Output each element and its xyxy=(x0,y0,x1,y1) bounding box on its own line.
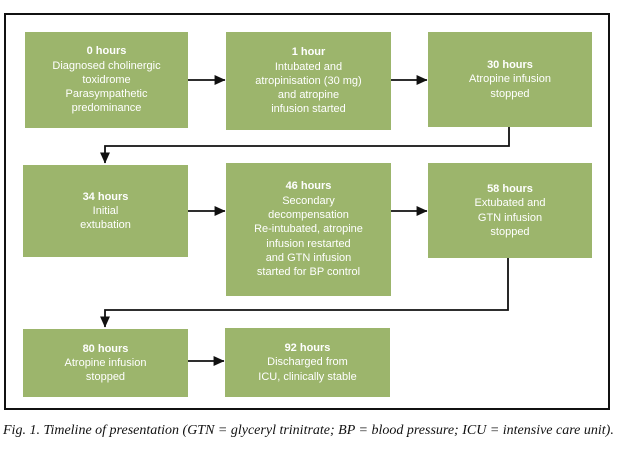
timeline-node-1-hour: 1 hour Intubated and atropinisation (30 … xyxy=(226,32,391,130)
node-time: 58 hours xyxy=(487,182,533,195)
timeline-node-46-hours: 46 hours Secondary decompensation Re-int… xyxy=(226,163,391,296)
node-description: Extubated and GTN infusion stopped xyxy=(474,197,546,238)
node-description: Initial extubation xyxy=(80,204,131,232)
timeline-node-0-hours: 0 hours Diagnosed cholinergic toxidrome … xyxy=(25,32,188,128)
node-time: 46 hours xyxy=(285,180,332,193)
node-time: 30 hours xyxy=(487,59,533,72)
node-description: Intubated and atropinisation (30 mg) and… xyxy=(255,60,362,116)
timeline-node-34-hours: 34 hours Initial extubation xyxy=(23,165,188,257)
node-description: Atropine infusion stopped xyxy=(64,356,147,384)
node-time: 80 hours xyxy=(82,342,129,355)
figure-caption: Fig. 1. Timeline of presentation (GTN = … xyxy=(3,423,614,438)
node-description: Secondary decompensation Re-intubated, a… xyxy=(254,194,363,279)
timeline-node-58-hours: 58 hours Extubated and GTN infusion stop… xyxy=(428,163,592,258)
node-time: 34 hours xyxy=(82,190,129,203)
timeline-node-80-hours: 80 hours Atropine infusion stopped xyxy=(23,329,188,397)
timeline-node-92-hours: 92 hours Discharged from ICU, clinically… xyxy=(225,328,390,397)
node-time: 92 hours xyxy=(284,342,331,355)
node-time: 1 hour xyxy=(291,46,326,59)
node-description: Discharged from ICU, clinically stable xyxy=(258,356,357,383)
figure-frame xyxy=(4,13,610,410)
node-description: Diagnosed cholinergic toxidrome Parasymp… xyxy=(52,59,161,115)
node-description: Atropine infusion stopped xyxy=(469,73,551,100)
node-time: 0 hours xyxy=(86,45,127,58)
timeline-node-30-hours: 30 hours Atropine infusion stopped xyxy=(428,32,592,127)
